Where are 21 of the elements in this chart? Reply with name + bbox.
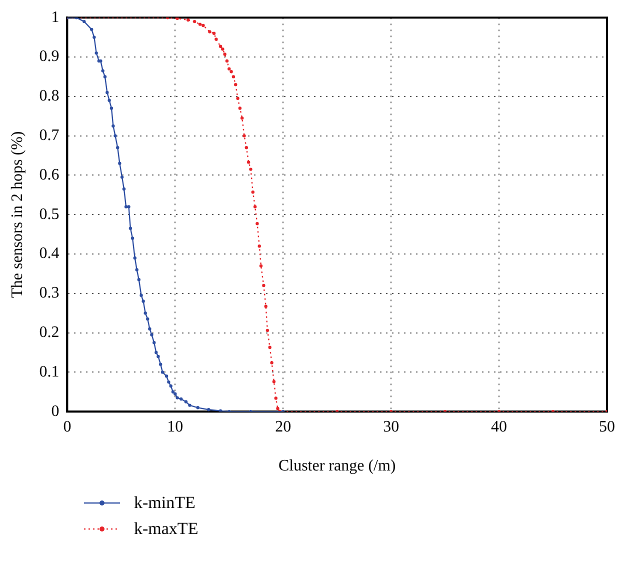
y-tick-label: 0.7 [39, 127, 60, 144]
y-tick-label: 0.2 [39, 324, 60, 342]
y-tick-label: 1 [51, 8, 60, 26]
y-axis-title: The sensors in 2 hops (%) [8, 131, 26, 298]
x-axis-title: Cluster range (/m) [278, 458, 396, 475]
x-tick-label: 50 [599, 418, 615, 436]
legend-label: k-minTE [134, 493, 196, 513]
y-tick-label: 0 [51, 402, 60, 420]
y-tick-label: 0.3 [39, 284, 60, 302]
x-tick-label: 20 [275, 418, 292, 436]
legend-label: k-maxTE [134, 519, 198, 539]
y-tick-label: 0.5 [39, 206, 60, 223]
y-tick-label: 0.4 [39, 245, 60, 262]
x-tick-label: 10 [167, 418, 184, 436]
y-tick-label: 0.9 [39, 48, 60, 66]
y-tick-label: 0.6 [39, 166, 60, 184]
x-tick-label: 40 [491, 418, 508, 436]
y-tick-label: 0.1 [39, 363, 60, 380]
y-tick-label: 0.8 [39, 88, 60, 105]
x-tick-label: 0 [63, 418, 72, 436]
x-tick-label: 30 [383, 418, 400, 436]
